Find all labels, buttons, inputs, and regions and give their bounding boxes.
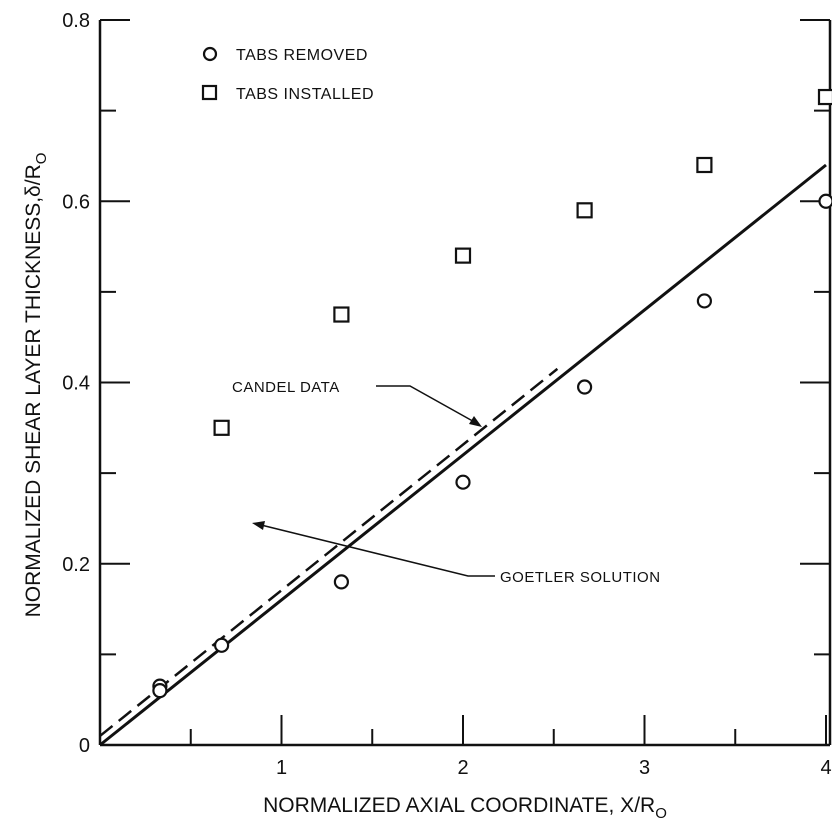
tabs-removed-point xyxy=(214,637,230,653)
y-tick-label: 0.6 xyxy=(62,191,90,213)
tabs-removed-point xyxy=(455,474,471,490)
goetler-leader-line xyxy=(256,523,495,577)
annotation-candel-data: CANDEL DATA xyxy=(232,379,340,396)
y-tick-label: 0 xyxy=(79,735,90,757)
tick-labels: 1 2 3 4 0 0.2 0.4 0.6 0.8 xyxy=(62,10,831,779)
candel-data-line xyxy=(99,367,559,737)
tabs-removed-point xyxy=(152,683,168,699)
annotations: CANDEL DATA GOETLER SOLUTION xyxy=(232,379,661,586)
x-axis-title-sub: O xyxy=(655,805,667,822)
y-axis-title: NORMALIZED SHEAR LAYER THICKNESS,δ/RO xyxy=(22,153,50,618)
legend-label-tabs-installed: TABS INSTALLED xyxy=(236,86,374,103)
candel-arrowhead-icon xyxy=(469,416,482,427)
x-tick-label: 1 xyxy=(276,757,287,779)
y-tick-label: 0.2 xyxy=(62,554,90,576)
tabs-installed-point xyxy=(696,156,713,174)
x-axis-title-main: NORMALIZED AXIAL COORDINATE, X/R xyxy=(263,794,655,817)
legend-circle-icon xyxy=(202,46,218,62)
goetler-arrowhead-icon xyxy=(252,521,265,530)
tabs-removed-point xyxy=(333,574,349,590)
tabs-removed-point xyxy=(577,379,593,395)
tabs-installed-point xyxy=(213,419,230,436)
tabs-installed-point xyxy=(333,306,350,323)
x-tick-label: 4 xyxy=(820,757,831,779)
y-axis-title-main: NORMALIZED SHEAR LAYER THICKNESS,δ/R xyxy=(22,164,45,617)
tabs-removed-point xyxy=(696,293,712,309)
ticks xyxy=(100,19,830,745)
annotation-goetler-solution: GOETLER SOLUTION xyxy=(500,569,661,586)
data-marks xyxy=(152,88,832,699)
y-tick-label: 0.4 xyxy=(62,373,90,395)
y-tick-label: 0.8 xyxy=(62,10,90,32)
y-axis-title-sub: O xyxy=(33,153,50,165)
tabs-installed-point xyxy=(454,247,472,264)
x-axis-title: NORMALIZED AXIAL COORDINATE, X/RO xyxy=(263,794,667,822)
x-tick-label: 3 xyxy=(639,757,650,779)
legend-square-icon xyxy=(201,84,218,101)
tabs-installed-point xyxy=(817,88,832,106)
legend: TABS REMOVED TABS INSTALLED xyxy=(201,46,374,103)
tabs-removed-point xyxy=(818,193,832,209)
tabs-installed-point xyxy=(576,202,593,219)
axes xyxy=(98,20,832,747)
legend-label-tabs-removed: TABS REMOVED xyxy=(236,47,368,64)
x-tick-label: 2 xyxy=(457,757,468,779)
candel-leader-line xyxy=(376,385,479,425)
